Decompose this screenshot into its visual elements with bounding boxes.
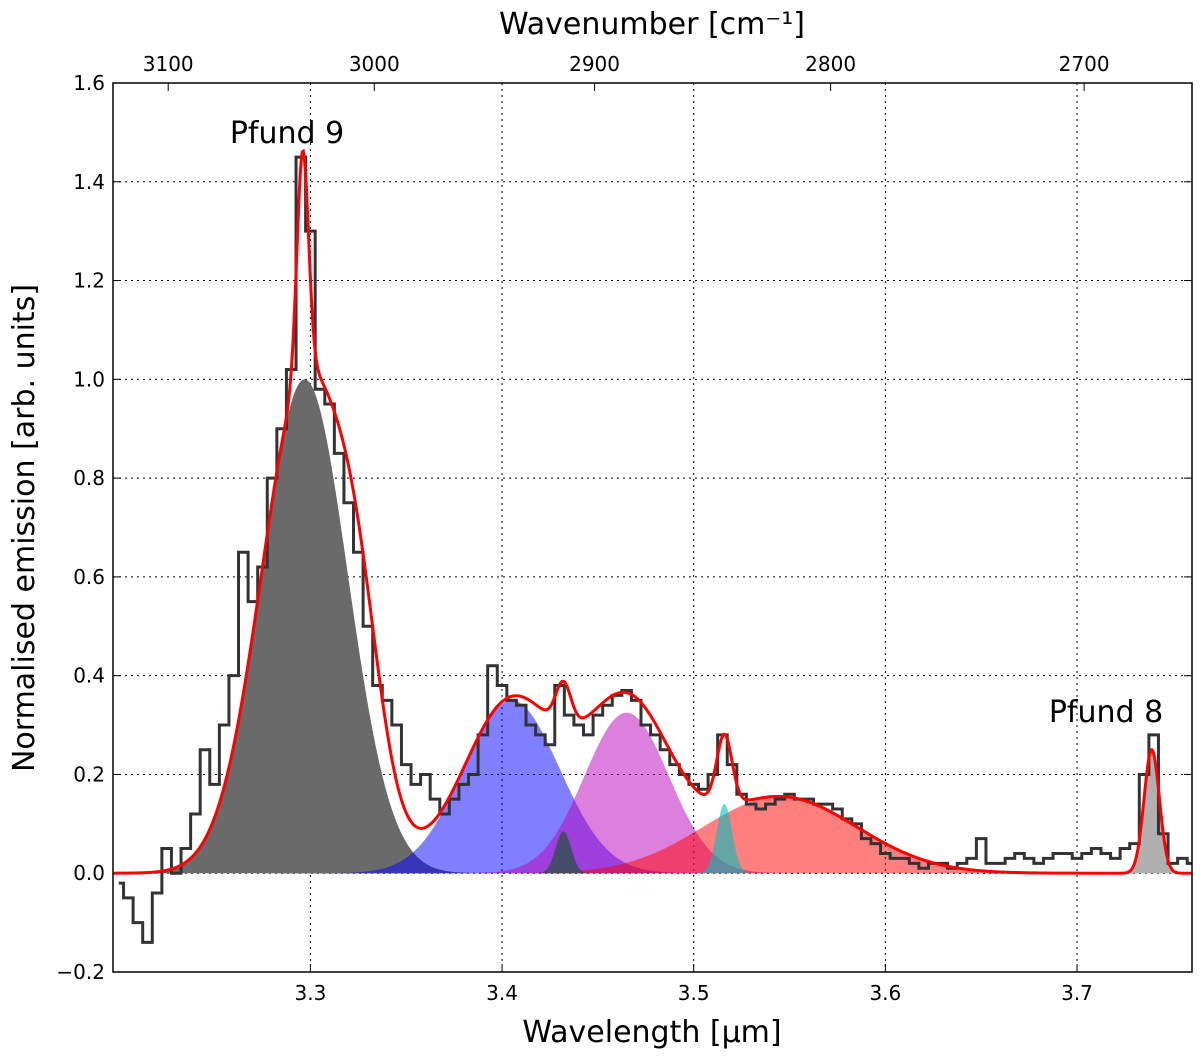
plot-frame <box>112 82 1193 973</box>
component-area <box>113 379 1192 874</box>
y-tick-label: 0.6 <box>73 565 105 589</box>
x-tick-label: 3.4 <box>486 981 518 1005</box>
y-tick-label: 0.0 <box>73 861 105 885</box>
y-tick-label: −0.2 <box>56 960 105 984</box>
x-tick-label: 3.6 <box>869 981 901 1005</box>
y-tick-label: 0.4 <box>73 664 105 688</box>
annotation: Pfund 8 <box>1049 695 1163 730</box>
fit-line <box>113 148 1192 875</box>
x-tick-label: 3.7 <box>1061 981 1093 1005</box>
y-axis-label: Normalised emission [arb. units] <box>7 284 42 772</box>
x2-tick-label: 2700 <box>1059 52 1110 76</box>
x2-axis-label: Wavenumber [cm⁻¹] <box>499 7 805 42</box>
x2-tick-label: 3100 <box>143 52 194 76</box>
x-tick-label: 3.3 <box>294 981 326 1005</box>
component-area <box>113 749 1192 874</box>
x-tick-label: 3.5 <box>678 981 710 1005</box>
x-axis-label: Wavelength [μm] <box>522 1015 781 1050</box>
component-area <box>113 796 1192 874</box>
y-tick-label: 0.8 <box>73 466 105 490</box>
x2-tick-label: 2800 <box>805 52 856 76</box>
y-tick-label: 0.2 <box>73 762 105 786</box>
x2-tick-label: 2900 <box>569 52 620 76</box>
x2-tick-label: 3000 <box>349 52 400 76</box>
component-area <box>113 712 1192 874</box>
y-tick-label: 1.0 <box>73 367 105 391</box>
annotation: Pfund 9 <box>230 116 344 151</box>
y-tick-label: 1.2 <box>73 269 105 293</box>
y-tick-label: 1.6 <box>73 71 105 95</box>
y-tick-label: 1.4 <box>73 170 105 194</box>
